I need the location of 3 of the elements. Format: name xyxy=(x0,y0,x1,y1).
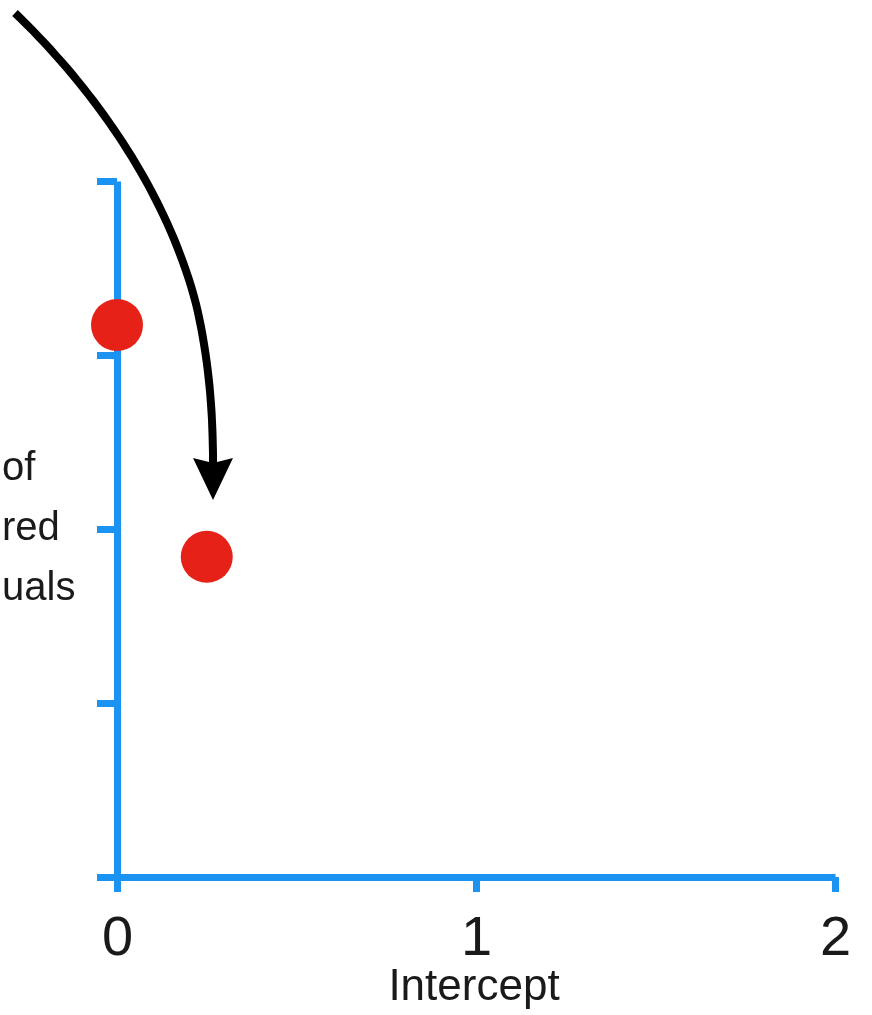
x-tick-label: 0 xyxy=(101,903,134,967)
y-axis-title: of red uals xyxy=(2,444,76,608)
x-tick-label: 2 xyxy=(819,903,852,967)
